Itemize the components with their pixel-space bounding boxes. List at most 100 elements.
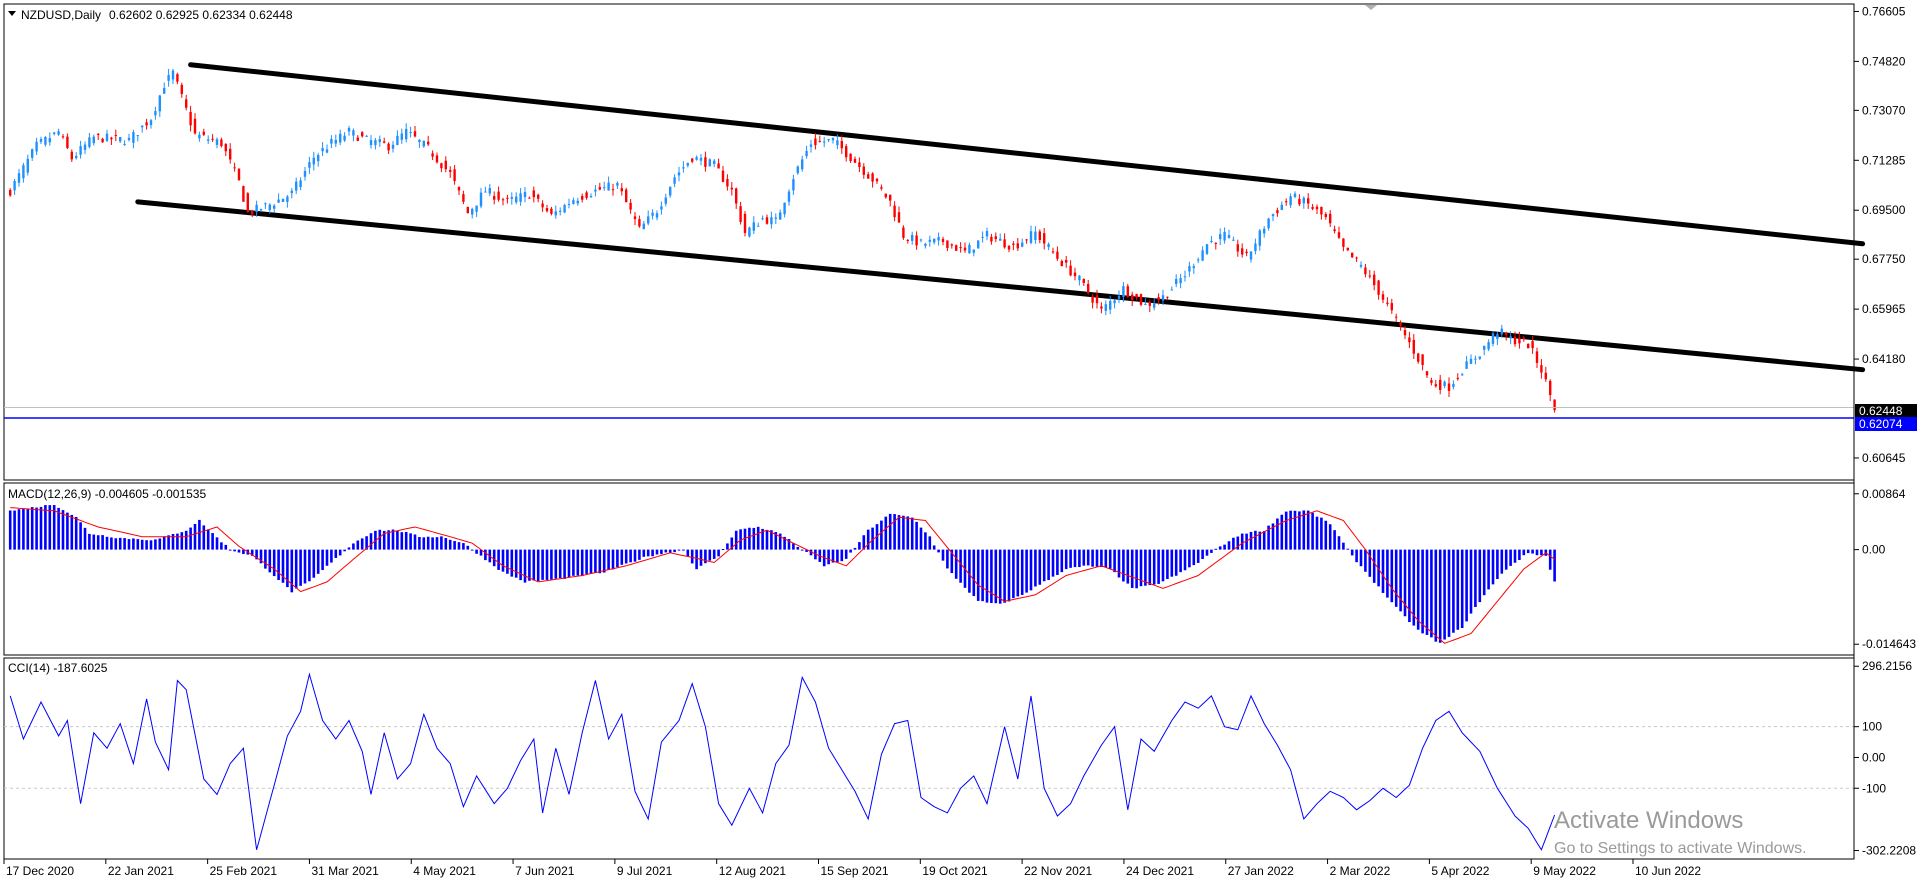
macd-histogram-bar <box>92 534 96 550</box>
macd-histogram-bar <box>545 549 549 580</box>
candle-body <box>620 188 623 192</box>
candle-body <box>1553 399 1556 411</box>
macd-histogram-bar <box>787 539 791 550</box>
candle-body <box>594 189 597 192</box>
cci-line <box>9 672 1556 851</box>
macd-histogram-bar <box>1518 549 1521 560</box>
macd-histogram-bar <box>1258 531 1262 550</box>
macd-histogram-bar <box>748 527 751 550</box>
macd-histogram-bar <box>1548 549 1552 570</box>
candle-body <box>1144 303 1147 305</box>
candle-body <box>369 140 373 146</box>
scroll-shift-marker-icon[interactable] <box>1365 5 1377 10</box>
macd-histogram-bar <box>79 522 82 550</box>
macd-histogram-bar <box>1179 549 1182 573</box>
candle-body <box>149 120 153 126</box>
candle-body <box>537 194 540 199</box>
candle-body <box>752 222 755 231</box>
candle-body <box>1249 251 1253 260</box>
macd-histogram-bar <box>1214 548 1218 550</box>
macd-histogram-bar <box>198 519 201 550</box>
macd-histogram-bar <box>1364 549 1367 572</box>
candle-body <box>251 211 254 215</box>
macd-histogram-bar <box>1359 549 1363 567</box>
candle-body <box>1175 279 1178 285</box>
macd-histogram-bar <box>594 549 597 573</box>
macd-histogram-bar <box>624 549 628 564</box>
candle-body <box>994 236 997 239</box>
candle-body <box>312 157 315 165</box>
candle-body <box>528 197 531 199</box>
macd-histogram-bar <box>1342 542 1345 550</box>
time-tick-label: 2 Mar 2022 <box>1330 864 1391 878</box>
channel-lower-line[interactable] <box>135 199 1866 373</box>
candle-body <box>1139 294 1143 305</box>
candle-body <box>704 157 707 167</box>
candle-body <box>229 148 232 160</box>
macd-histogram-bar <box>440 536 443 550</box>
macd-histogram-bar <box>1408 549 1411 623</box>
macd-histogram-bar <box>660 549 663 555</box>
candle-body <box>708 159 711 167</box>
macd-histogram-bar <box>1245 533 1248 550</box>
candle-body <box>532 190 535 198</box>
collapse-arrow-icon[interactable] <box>8 11 16 16</box>
macd-histogram-bar <box>1262 531 1266 550</box>
candle-body <box>713 160 716 165</box>
macd-histogram-bar <box>1064 549 1068 570</box>
candle-body <box>413 131 417 137</box>
candle-body <box>1183 276 1187 278</box>
candle-body <box>202 131 205 135</box>
macd-histogram-bar <box>1086 549 1090 566</box>
macd-histogram-bar <box>563 549 566 579</box>
macd-histogram-bar <box>1315 516 1319 550</box>
macd-histogram-bar <box>1425 549 1429 635</box>
macd-histogram-bar <box>858 542 861 550</box>
macd-histogram-bar <box>1386 549 1389 598</box>
candle-body <box>92 136 95 144</box>
macd-histogram-bar <box>1166 549 1169 580</box>
candle-body <box>607 182 610 191</box>
candle-body <box>858 162 861 168</box>
candle-body <box>823 141 826 143</box>
candle-body <box>378 139 381 143</box>
macd-histogram-bar <box>299 549 302 586</box>
macd-histogram-bar <box>721 548 725 550</box>
candle-body <box>193 118 197 134</box>
macd-histogram-bar <box>1025 549 1028 593</box>
macd-histogram-bar <box>448 539 452 550</box>
ohlc-readout: 0.62602 0.62925 0.62334 0.62448 <box>109 8 293 22</box>
candle-body <box>1065 259 1068 263</box>
candle-body <box>237 168 241 181</box>
candle-body <box>127 137 131 141</box>
macd-histogram-bar <box>734 530 738 550</box>
macd-histogram-bar <box>554 549 558 579</box>
time-axis[interactable]: 17 Dec 2020 22 Jan 2021 25 Feb 2021 31 Mar … <box>3 858 1854 878</box>
macd-histogram-bar <box>338 549 342 556</box>
macd-histogram-bar <box>110 537 113 550</box>
candle-body <box>334 139 337 144</box>
candle-body <box>163 87 166 94</box>
candle-body <box>339 133 342 143</box>
macd-histogram-bar <box>510 549 514 577</box>
price-scale[interactable]: 0.76605 0.74820 0.73070 0.71285 0.69500 0.677… <box>1853 4 1917 859</box>
price-tick-label: 0.71285 <box>1862 153 1906 167</box>
macd-histogram-bar <box>1042 549 1046 582</box>
price-tick-label: 0.69500 <box>1862 203 1906 217</box>
macd-panel[interactable]: MACD(12,26,9) -0.004605 -0.001535 <box>3 482 1855 656</box>
channel-upper-line[interactable] <box>188 62 1866 247</box>
macd-histogram-bar <box>1029 549 1033 591</box>
macd-histogram-bar <box>1196 549 1200 563</box>
macd-histogram-bar <box>985 549 989 603</box>
candle-body <box>638 219 641 227</box>
candle-body <box>629 202 632 210</box>
macd-histogram-bar <box>519 549 522 581</box>
price-panel[interactable]: NZDUSD,Daily 0.62602 0.62925 0.62334 0.6… <box>3 3 1866 481</box>
macd-histogram-bar <box>378 529 382 550</box>
macd-histogram-bar <box>1474 549 1477 608</box>
candle-body <box>779 212 782 220</box>
macd-histogram-bar <box>536 549 540 582</box>
macd-histogram-bar <box>1491 549 1495 585</box>
macd-histogram-bar <box>1034 549 1037 587</box>
